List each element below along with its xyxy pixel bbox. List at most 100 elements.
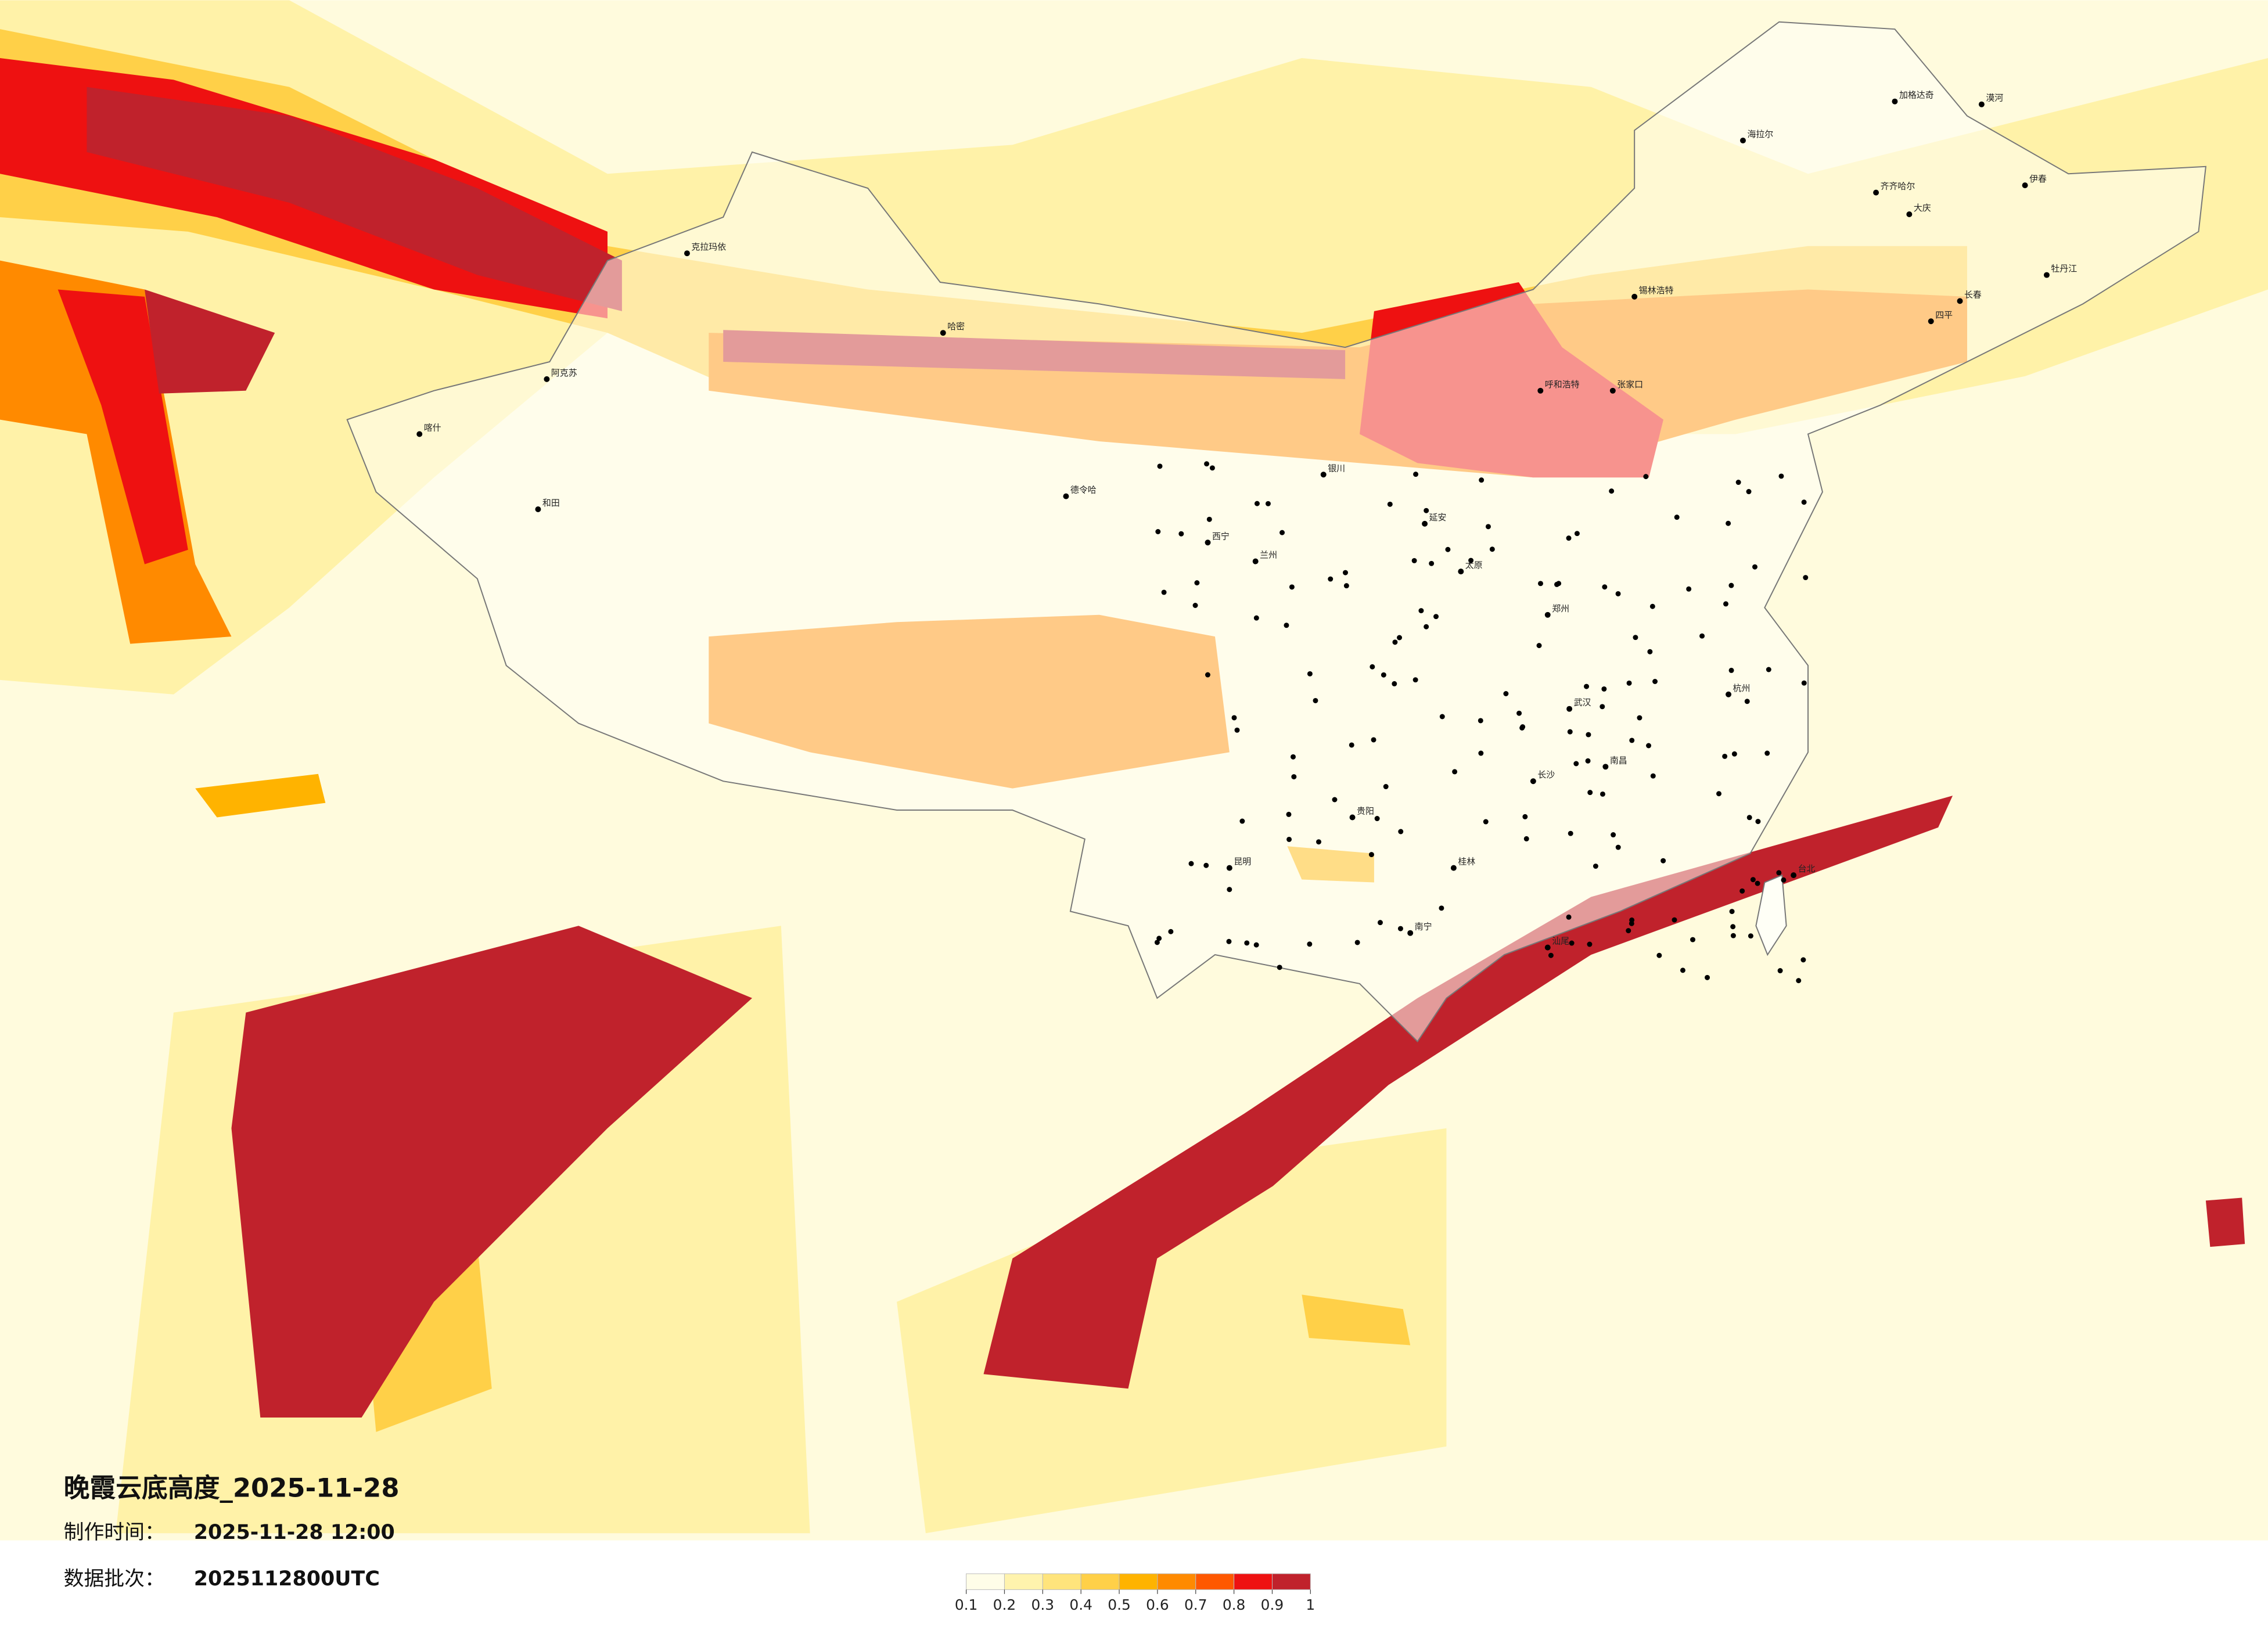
city-label: 台北: [1798, 864, 1816, 874]
city-dot: [1194, 580, 1200, 586]
city-dot: [1652, 679, 1658, 684]
cloud-area: [87, 87, 622, 311]
city-dot: [1548, 952, 1554, 958]
city-dot: [1205, 672, 1210, 678]
city-label: 齐齐哈尔: [1881, 181, 1915, 192]
city-label: 长沙: [1537, 769, 1555, 780]
city-dot: [1660, 858, 1666, 864]
made-time: 2025-11-28 12:00: [194, 1521, 395, 1544]
city-dot: [1764, 750, 1770, 756]
colorbar-tick-label: 0.8: [1223, 1596, 1246, 1613]
city-dot: [1739, 888, 1745, 894]
colorbar-swatch: [1271, 1573, 1311, 1590]
city-label: 和田: [542, 498, 560, 508]
city-dot: [1332, 797, 1338, 803]
island-outline: [1755, 874, 1787, 956]
city-dot: [1398, 829, 1404, 834]
made-label: 制作时间：: [64, 1521, 165, 1544]
city-dot: [1631, 293, 1638, 300]
city-dot: [1343, 583, 1349, 589]
city-label: 喀什: [424, 423, 441, 433]
city-dot: [1730, 924, 1736, 930]
city-dot: [1387, 501, 1393, 507]
city-dot: [1609, 488, 1615, 494]
city-dot: [1602, 764, 1609, 770]
city-dot: [1892, 98, 1898, 105]
city-label: 桂林: [1458, 857, 1475, 867]
city-label: 呼和浩特: [1545, 379, 1580, 390]
city-dot: [1286, 811, 1292, 817]
city-dot: [1178, 531, 1184, 537]
city-dot: [1633, 635, 1638, 641]
city-dot: [1777, 968, 1783, 974]
city-dot: [1537, 387, 1544, 394]
colorbar-tick-label: 0.9: [1261, 1596, 1284, 1613]
city-dot: [1450, 865, 1457, 871]
city-dot: [1349, 814, 1356, 821]
city-dot: [1566, 535, 1572, 541]
city-dot: [1544, 611, 1551, 618]
city-dot: [1722, 753, 1728, 759]
city-dot: [1746, 489, 1752, 495]
city-dot: [1731, 751, 1737, 757]
city-dot: [1643, 474, 1649, 480]
colorbar-tick-label: 0.7: [1184, 1596, 1207, 1613]
city-dot: [1253, 615, 1259, 621]
city-dot: [1748, 933, 1753, 939]
city-dot: [1586, 732, 1591, 738]
city-dot: [1397, 926, 1403, 931]
city-dot: [1063, 493, 1069, 499]
city-dot: [1574, 531, 1580, 537]
city-dot: [1204, 461, 1210, 467]
city-dot: [2043, 272, 2050, 278]
city-dot: [1253, 942, 1259, 948]
city-dot: [1307, 941, 1313, 947]
city-dot: [1716, 791, 1722, 797]
city-dot: [1530, 778, 1536, 785]
cloud-area: [983, 796, 1953, 1389]
city-label: 长春: [1964, 289, 1982, 300]
city-label: 南宁: [1415, 922, 1432, 932]
country-outline: [346, 21, 2207, 1043]
city-dot: [1316, 839, 1322, 845]
city-dot: [1188, 861, 1194, 866]
batch-label: 数据批次：: [64, 1567, 165, 1591]
colorbar-swatch: [1195, 1573, 1235, 1590]
city-dot: [1411, 557, 1417, 563]
cloud-area: [2205, 1197, 2245, 1247]
cloud-area: [57, 289, 188, 564]
city-dot: [1744, 699, 1750, 704]
city-dot: [1168, 929, 1174, 934]
city-label: 兰州: [1260, 550, 1277, 560]
city-dot: [1397, 635, 1403, 641]
city-dot: [1483, 819, 1489, 825]
city-dot: [544, 376, 550, 382]
city-dot: [1739, 137, 1746, 143]
city-dot: [416, 431, 423, 437]
colorbar-tick-label: 0.1: [955, 1596, 978, 1613]
colorbar-swatch: [1004, 1573, 1043, 1590]
city-dot: [1157, 463, 1163, 469]
city-dot: [1585, 758, 1591, 764]
city-dot: [1699, 633, 1705, 639]
city-label: 漠河: [1986, 93, 2003, 103]
city-dot: [1354, 940, 1360, 945]
city-dot: [1313, 697, 1318, 703]
city-dot: [1801, 499, 1807, 505]
city-dot: [1609, 387, 1616, 394]
city-dot: [1755, 819, 1761, 825]
city-dot: [1705, 974, 1710, 980]
colorbar-tick-label: 0.2: [993, 1596, 1016, 1613]
city-label: 张家口: [1617, 379, 1643, 390]
city-dot: [1320, 472, 1327, 478]
city-dot: [1445, 546, 1451, 552]
city-label: 昆明: [1234, 857, 1251, 867]
city-dot: [2022, 182, 2028, 189]
city-dot: [1439, 714, 1445, 720]
city-dot: [1468, 557, 1474, 563]
city-dot: [1536, 643, 1542, 649]
city-label: 大庆: [1914, 203, 1931, 213]
